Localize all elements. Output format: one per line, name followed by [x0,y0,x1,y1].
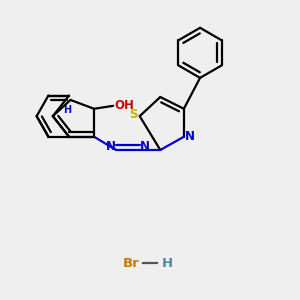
Text: OH: OH [115,99,134,112]
Text: Br: Br [122,257,139,270]
Text: N: N [140,140,150,153]
Text: N: N [106,140,116,153]
Text: H: H [162,257,173,270]
Text: N: N [185,130,195,143]
Text: H: H [64,105,72,115]
Text: S: S [129,108,137,121]
